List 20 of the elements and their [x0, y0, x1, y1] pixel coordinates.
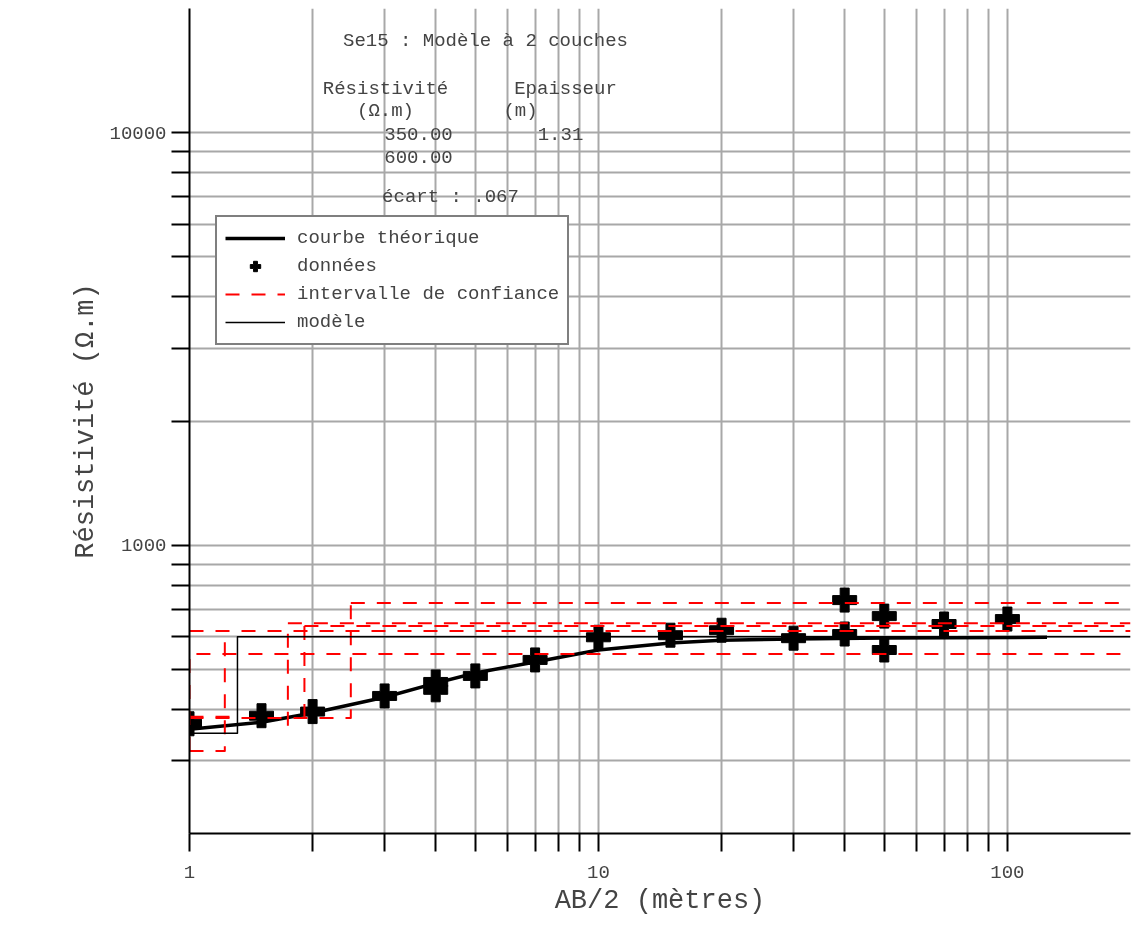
y-axis-title: Résistivité (Ω.m): [71, 283, 102, 559]
annotation: Epaisseur: [514, 77, 617, 100]
annotation: 350.00: [384, 123, 453, 146]
x-tick-label: 10: [587, 861, 610, 884]
text: Se15 : Modèle à 2 couches: [342, 29, 629, 52]
legend-label: données: [297, 255, 377, 277]
annotation: 600.00: [384, 146, 453, 169]
x-tick-label: 100: [990, 861, 1025, 884]
annotation: (Ω.m): [357, 99, 415, 122]
y-tick-label: 1000: [120, 535, 167, 558]
annotation: écart : .067: [382, 185, 519, 208]
x-axis-title: AB/2 (mètres): [554, 885, 766, 916]
legend-label: intervalle de confiance: [297, 283, 560, 305]
legend-label: courbe théorique: [297, 227, 480, 249]
legend-label: modèle: [297, 311, 366, 333]
annotation: Résistivité: [322, 77, 449, 100]
annotation: (m): [503, 99, 538, 122]
x-tick-label: 1: [183, 861, 196, 884]
y-tick-label: 10000: [109, 122, 167, 145]
annotation: 1.31: [537, 123, 584, 146]
